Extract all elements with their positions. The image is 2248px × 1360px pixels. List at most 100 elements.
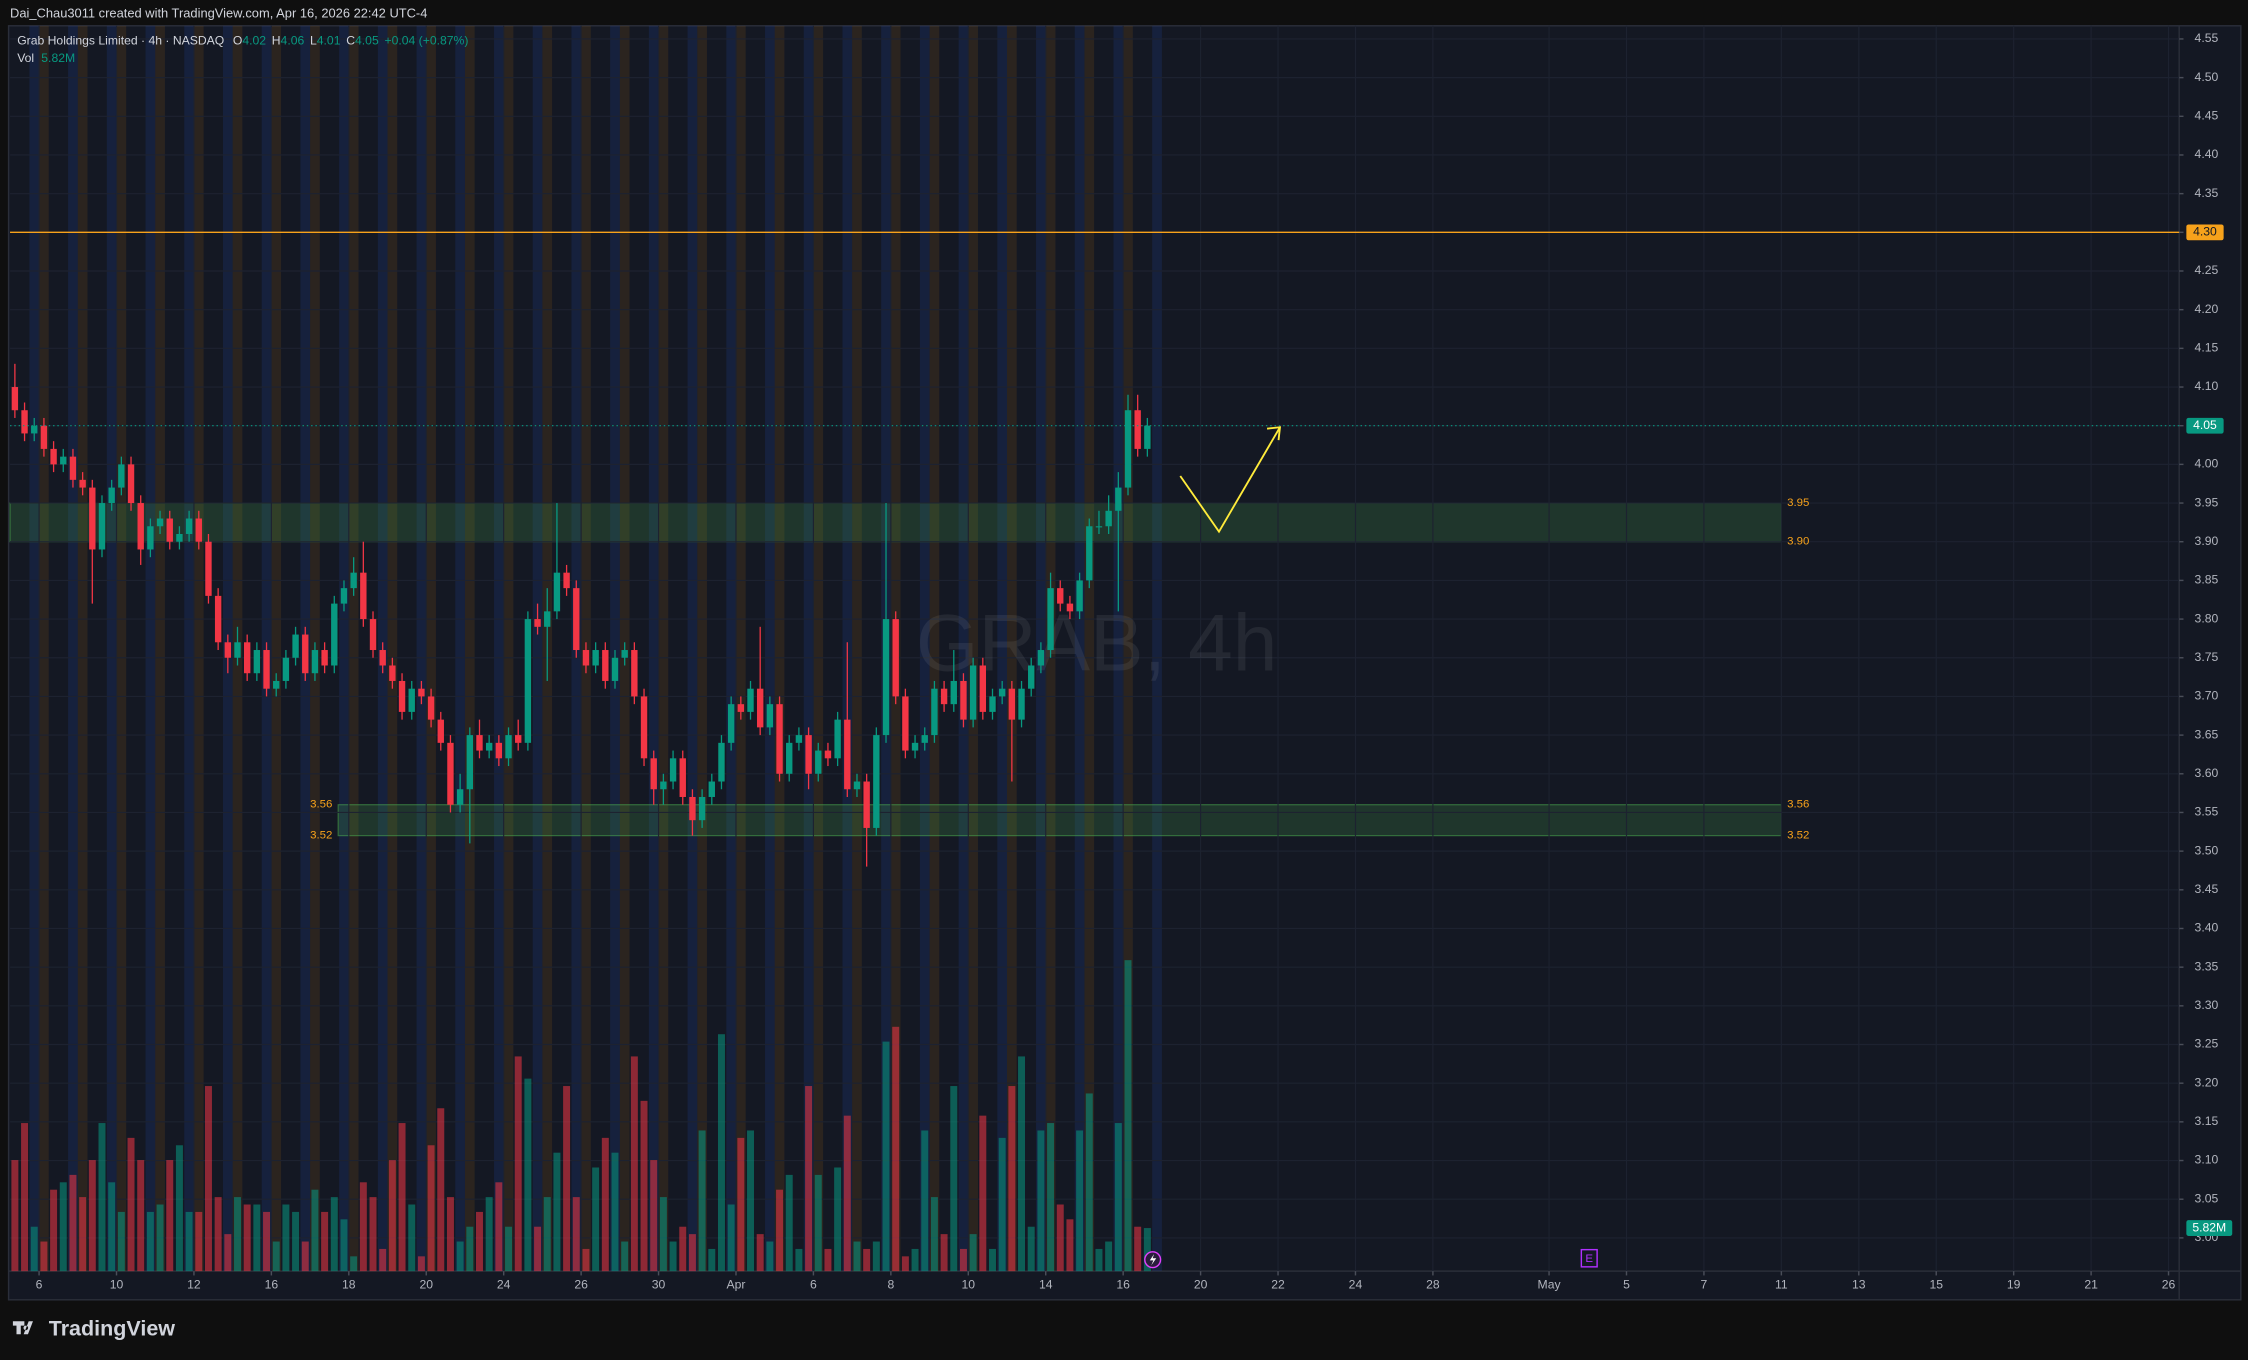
volume-bar	[969, 1234, 977, 1272]
volume-box-label: 5.82M	[2192, 1220, 2226, 1234]
volume-bar	[50, 1189, 58, 1272]
y-tick-label: 3.15	[2195, 1114, 2219, 1128]
x-tick-label: 20	[419, 1278, 433, 1292]
candle-body	[718, 742, 725, 782]
x-tick-label: 6	[810, 1278, 817, 1292]
volume-bar	[756, 1234, 764, 1272]
ohlc-value: 4.05	[355, 34, 379, 48]
volume-bar	[505, 1226, 513, 1272]
y-tick-label: 3.80	[2195, 611, 2219, 625]
candle-body	[282, 657, 290, 681]
candle-body	[340, 588, 348, 604]
volume-box	[2186, 1220, 2233, 1236]
y-tick-label: 4.15	[2195, 341, 2219, 355]
premarket-shade	[426, 25, 436, 1272]
volume-bar	[340, 1219, 348, 1272]
brand-logo: TradingView	[12, 1317, 175, 1341]
candle-body	[156, 518, 164, 527]
volume-bar	[166, 1160, 174, 1272]
candle-body	[447, 742, 454, 805]
candle-body	[1047, 588, 1054, 651]
candle-body	[398, 680, 406, 712]
postmarket-shade	[919, 25, 930, 1272]
candle-body	[640, 696, 648, 759]
volume-bar	[214, 1197, 222, 1272]
candle-body	[408, 688, 415, 712]
volume-bar	[805, 1086, 813, 1272]
candle-body	[1086, 526, 1093, 581]
last-price-box	[2186, 417, 2224, 434]
candle-body	[60, 456, 67, 465]
volume-bar	[737, 1137, 745, 1272]
candle-body	[437, 719, 444, 743]
candle-body	[466, 735, 474, 790]
candle-body	[69, 456, 77, 480]
y-tick-label: 3.65	[2195, 727, 2219, 741]
candle-body	[747, 688, 754, 712]
y-tick-label: 3.20	[2195, 1075, 2219, 1089]
volume-bar	[98, 1123, 106, 1272]
volume-bar	[253, 1204, 261, 1272]
candle-body	[21, 410, 28, 434]
y-tick-label: 3.40	[2195, 921, 2219, 935]
postmarket-shade	[726, 25, 736, 1272]
volume-bar	[1124, 960, 1132, 1272]
volume-bar	[776, 1189, 784, 1272]
candle-body	[137, 503, 144, 550]
volume-bar	[350, 1256, 358, 1272]
volume-bar	[175, 1145, 183, 1272]
candle-body	[621, 650, 628, 658]
candle-body	[534, 619, 541, 627]
volume-bar	[417, 1256, 425, 1272]
volume-bar	[263, 1211, 271, 1272]
postmarket-shade	[1113, 25, 1124, 1272]
ohlc-label: H	[272, 34, 281, 48]
change: +0.04 (+0.87%)	[384, 34, 468, 48]
candle-body	[679, 758, 686, 797]
zone-label: 3.56	[1787, 799, 1809, 811]
candle-body	[118, 464, 125, 488]
candle-body	[689, 796, 696, 821]
zone-label: 3.52	[310, 830, 332, 842]
x-tick-label: 10	[110, 1278, 124, 1292]
volume-bar	[795, 1248, 803, 1272]
candle-body	[243, 642, 251, 674]
postmarket-shade	[455, 25, 465, 1272]
premarket-shade	[1123, 25, 1133, 1272]
volume-bar	[1076, 1130, 1084, 1272]
volume-bar	[301, 1241, 309, 1272]
volume-bar	[601, 1137, 609, 1272]
y-tick-label: 3.35	[2195, 959, 2219, 973]
x-tick-label: 26	[574, 1278, 588, 1292]
volume-bar	[485, 1197, 493, 1272]
candle-body	[892, 619, 899, 697]
candle-body	[108, 487, 115, 504]
volume-bar	[630, 1056, 638, 1272]
x-tick-label: 16	[1116, 1278, 1130, 1292]
y-tick-label: 3.95	[2195, 495, 2219, 509]
y-tick-label: 3.75	[2195, 650, 2219, 664]
candle-body	[1076, 580, 1083, 612]
candle-body	[1115, 487, 1122, 511]
candle-body	[253, 650, 261, 674]
candle-body	[1124, 410, 1132, 488]
y-tick-label: 3.50	[2195, 843, 2219, 857]
volume-bar	[708, 1248, 716, 1272]
credit: Dai_Chau3011 created with TradingView.co…	[10, 6, 427, 21]
volume-bar	[621, 1241, 629, 1272]
volume-bar	[582, 1248, 590, 1272]
volume-bar	[59, 1182, 67, 1272]
postmarket-shade	[106, 25, 117, 1272]
volume-bar	[1134, 1226, 1142, 1272]
candle-body	[302, 634, 309, 674]
premarket-shade	[39, 25, 49, 1272]
logo-icon	[12, 1321, 33, 1335]
candle-body	[485, 742, 493, 751]
zone	[9, 502, 1782, 543]
volume-bar	[534, 1226, 542, 1272]
premarket-shade	[503, 25, 514, 1272]
volume-bar	[853, 1241, 861, 1272]
x-tick-label: 22	[1271, 1278, 1285, 1292]
volume-bar	[950, 1086, 958, 1272]
volume-bar	[747, 1130, 754, 1272]
